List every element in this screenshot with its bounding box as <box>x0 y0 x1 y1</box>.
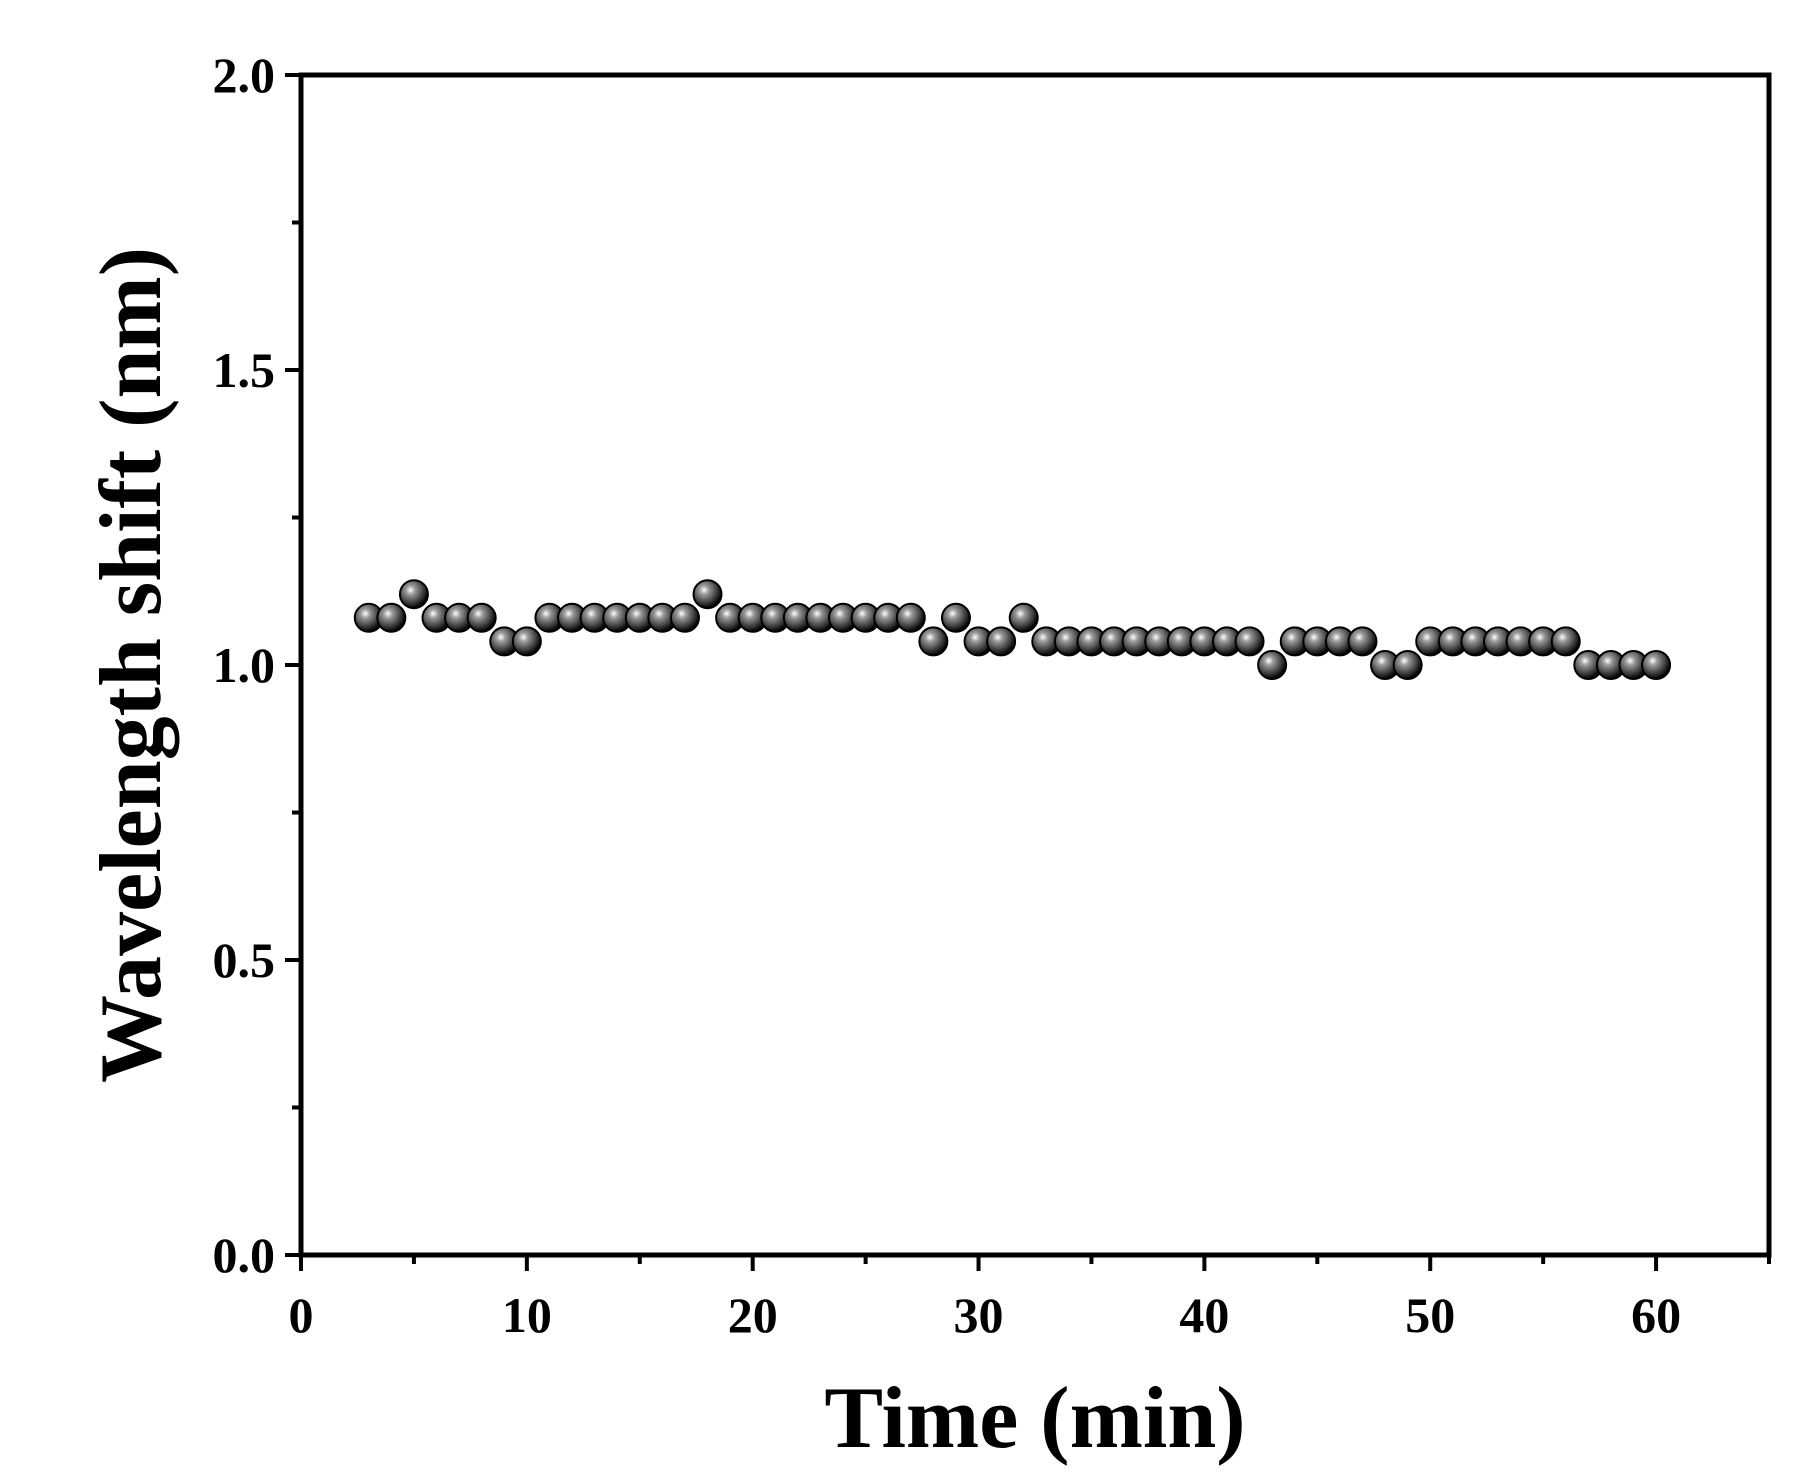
data-point <box>669 602 700 633</box>
data-point <box>940 602 971 633</box>
plot-frame <box>298 72 1772 1258</box>
y-tick-labels: 0.0 0.5 1.0 1.5 2.0 <box>213 47 276 1283</box>
data-point <box>1234 626 1265 657</box>
x-axis-title: Time (min) <box>824 1370 1245 1467</box>
data-point <box>511 626 542 657</box>
x-tick-label: 40 <box>1179 1287 1229 1343</box>
x-tick-label: 10 <box>502 1287 552 1343</box>
y-axis-title: Wavelength shift (nm) <box>83 247 180 1083</box>
data-point <box>1347 626 1378 657</box>
y-tick-label: 1.0 <box>213 637 276 693</box>
data-point <box>1392 650 1423 680</box>
data-point <box>376 602 407 633</box>
x-tick-labels: 0 10 20 30 40 50 60 <box>289 1287 1682 1343</box>
x-tick-label: 0 <box>289 1287 314 1343</box>
data-point <box>986 626 1017 657</box>
data-point <box>398 579 429 610</box>
x-tick-label: 50 <box>1405 1287 1455 1343</box>
data-point <box>466 602 497 633</box>
y-tick-label: 1.5 <box>213 342 276 398</box>
data-point <box>1641 650 1672 680</box>
data-point <box>1550 626 1581 657</box>
data-point <box>1008 602 1039 633</box>
data-point <box>1257 650 1288 680</box>
y-tick-label: 2.0 <box>213 47 276 103</box>
x-tick-label: 60 <box>1631 1287 1681 1343</box>
data-points <box>353 579 1672 680</box>
y-tick-marks <box>285 73 301 1257</box>
y-tick-label: 0.0 <box>213 1227 276 1283</box>
y-tick-label: 0.5 <box>213 932 276 988</box>
x-tick-label: 30 <box>954 1287 1004 1343</box>
data-point <box>918 626 949 657</box>
data-point <box>692 579 723 610</box>
data-point <box>895 602 926 633</box>
x-tick-label: 20 <box>728 1287 778 1343</box>
